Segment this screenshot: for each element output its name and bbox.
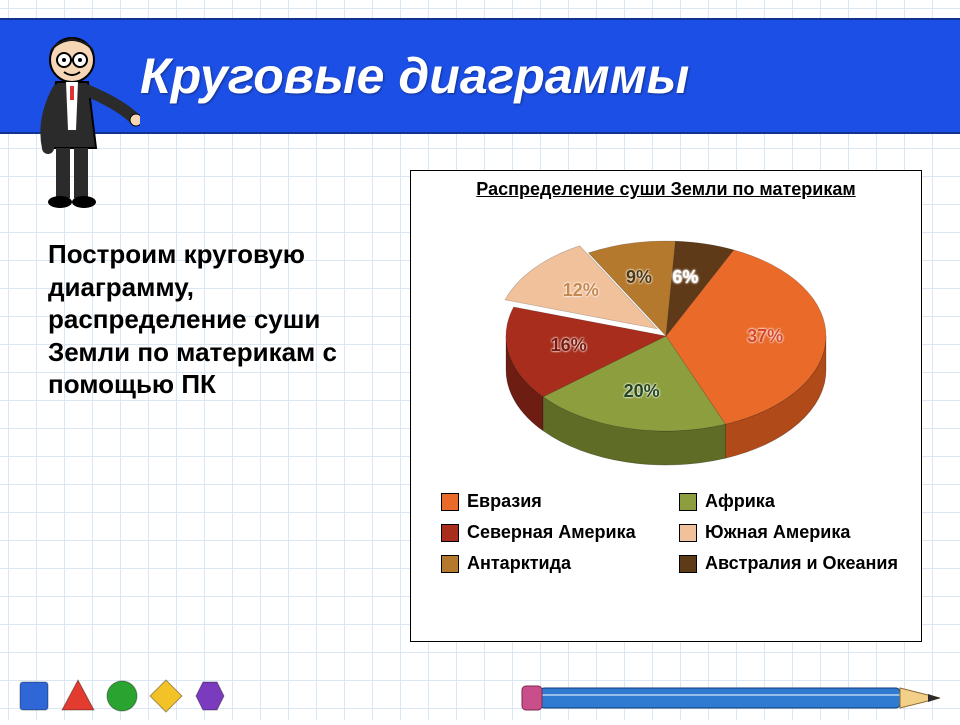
slice-pct-label: 9% <box>626 267 652 288</box>
pie-chart: 37% 20% 16% 12% 9% 6% <box>411 206 921 481</box>
slice-pct-label: 20% <box>624 381 660 402</box>
legend-item: Австралия и Океания <box>679 553 901 574</box>
legend-swatch <box>679 555 697 573</box>
slice-pct-label: 12% <box>563 280 599 301</box>
chart-title: Распределение суши Земли по материкам <box>415 179 917 200</box>
legend-label: Австралия и Океания <box>705 553 898 574</box>
legend-label: Евразия <box>467 491 542 512</box>
chart-panel: Распределение суши Земли по материкам 37… <box>410 170 922 642</box>
legend-swatch <box>679 493 697 511</box>
legend-item: Евразия <box>441 491 663 512</box>
legend-label: Южная Америка <box>705 522 850 543</box>
legend-label: Северная Америка <box>467 522 636 543</box>
legend-swatch <box>441 555 459 573</box>
legend-swatch <box>441 524 459 542</box>
legend-label: Антарктида <box>467 553 571 574</box>
chart-legend: Евразия Африка Северная Америка Южная Амери… <box>411 481 921 580</box>
legend-swatch <box>679 524 697 542</box>
slice-pct-label: 37% <box>747 326 783 347</box>
legend-label: Африка <box>705 491 775 512</box>
legend-item: Африка <box>679 491 901 512</box>
legend-item: Северная Америка <box>441 522 663 543</box>
slice-pct-label: 16% <box>551 335 587 356</box>
page-title: Круговые диаграммы <box>0 20 960 132</box>
slice-pct-label: 6% <box>672 267 698 288</box>
legend-item: Южная Америка <box>679 522 901 543</box>
legend-swatch <box>441 493 459 511</box>
title-bar: Круговые диаграммы <box>0 18 960 134</box>
description-text: Построим круговую диаграмму, распределен… <box>48 238 378 401</box>
legend-item: Антарктида <box>441 553 663 574</box>
